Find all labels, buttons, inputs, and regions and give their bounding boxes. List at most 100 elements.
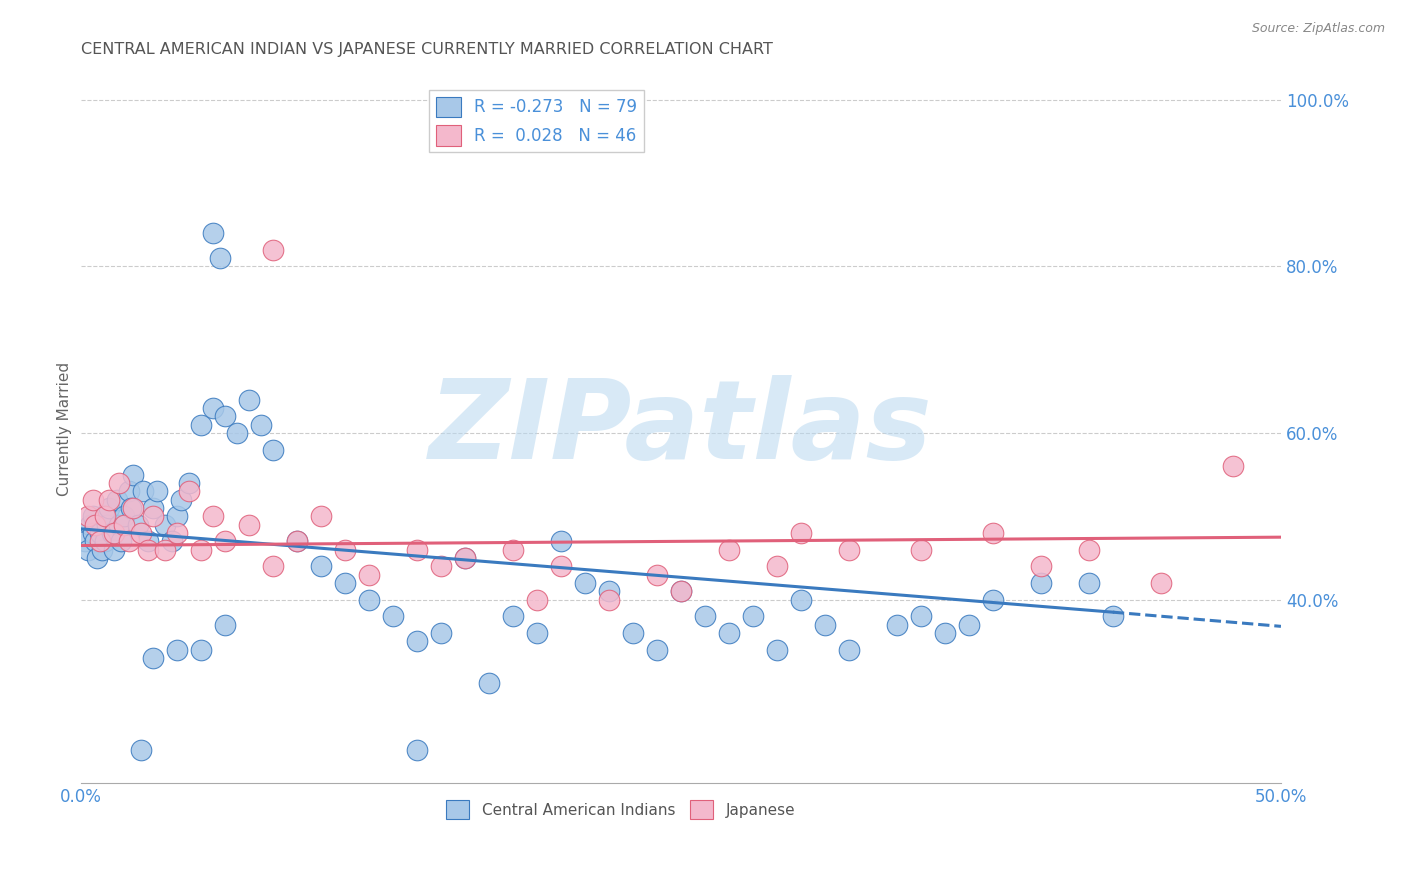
Point — [454, 551, 477, 566]
Point — [502, 609, 524, 624]
Point — [645, 642, 668, 657]
Point — [79, 517, 101, 532]
Legend: Central American Indians, Japanese: Central American Indians, Japanese — [440, 794, 801, 825]
Point — [129, 742, 152, 756]
Point — [1102, 609, 1125, 624]
Point — [201, 401, 224, 415]
Point — [91, 542, 114, 557]
Point — [333, 576, 356, 591]
Point — [93, 509, 115, 524]
Point — [910, 542, 932, 557]
Point — [357, 567, 380, 582]
Point — [717, 626, 740, 640]
Point — [190, 542, 212, 557]
Point — [201, 509, 224, 524]
Point — [454, 551, 477, 566]
Point — [429, 559, 451, 574]
Point — [142, 501, 165, 516]
Point — [190, 642, 212, 657]
Point — [84, 534, 107, 549]
Point — [103, 526, 125, 541]
Point — [112, 517, 135, 532]
Point — [146, 484, 169, 499]
Point — [82, 509, 104, 524]
Point — [177, 475, 200, 490]
Point — [598, 584, 620, 599]
Point — [838, 542, 860, 557]
Point — [86, 551, 108, 566]
Point — [790, 526, 813, 541]
Point — [550, 534, 572, 549]
Point — [98, 492, 121, 507]
Point — [550, 559, 572, 574]
Point — [108, 517, 131, 532]
Point — [262, 442, 284, 457]
Point — [170, 492, 193, 507]
Point — [101, 526, 124, 541]
Point — [669, 584, 692, 599]
Point — [82, 526, 104, 541]
Point — [717, 542, 740, 557]
Point — [886, 617, 908, 632]
Point — [262, 559, 284, 574]
Point — [190, 417, 212, 432]
Point — [238, 517, 260, 532]
Point — [598, 592, 620, 607]
Point — [766, 559, 789, 574]
Point — [285, 534, 308, 549]
Point — [201, 226, 224, 240]
Point — [153, 542, 176, 557]
Point — [136, 534, 159, 549]
Point — [153, 517, 176, 532]
Text: Source: ZipAtlas.com: Source: ZipAtlas.com — [1251, 22, 1385, 36]
Point — [838, 642, 860, 657]
Point — [214, 534, 236, 549]
Point — [82, 492, 104, 507]
Point — [118, 484, 141, 499]
Point — [478, 676, 501, 690]
Point — [645, 567, 668, 582]
Text: ZIPatlas: ZIPatlas — [429, 376, 932, 483]
Point — [502, 542, 524, 557]
Point — [957, 617, 980, 632]
Point — [381, 609, 404, 624]
Point — [574, 576, 596, 591]
Point — [110, 534, 132, 549]
Text: CENTRAL AMERICAN INDIAN VS JAPANESE CURRENTLY MARRIED CORRELATION CHART: CENTRAL AMERICAN INDIAN VS JAPANESE CURR… — [80, 42, 772, 57]
Point — [118, 534, 141, 549]
Point — [76, 509, 98, 524]
Point — [1150, 576, 1173, 591]
Point — [225, 425, 247, 440]
Point — [136, 542, 159, 557]
Point — [1029, 559, 1052, 574]
Point — [814, 617, 837, 632]
Point — [429, 626, 451, 640]
Point — [93, 534, 115, 549]
Point — [621, 626, 644, 640]
Point — [177, 484, 200, 499]
Point — [741, 609, 763, 624]
Point — [105, 492, 128, 507]
Point — [262, 243, 284, 257]
Point — [89, 534, 111, 549]
Point — [214, 617, 236, 632]
Point — [127, 517, 149, 532]
Point — [981, 526, 1004, 541]
Point — [333, 542, 356, 557]
Point — [1222, 459, 1244, 474]
Point — [103, 542, 125, 557]
Point — [1077, 542, 1099, 557]
Point — [132, 484, 155, 499]
Point — [129, 526, 152, 541]
Point — [166, 642, 188, 657]
Point — [122, 501, 145, 516]
Point — [96, 517, 118, 532]
Point — [766, 642, 789, 657]
Point — [910, 609, 932, 624]
Point — [309, 509, 332, 524]
Point — [1077, 576, 1099, 591]
Point — [981, 592, 1004, 607]
Point — [1029, 576, 1052, 591]
Point — [142, 651, 165, 665]
Point — [405, 542, 427, 557]
